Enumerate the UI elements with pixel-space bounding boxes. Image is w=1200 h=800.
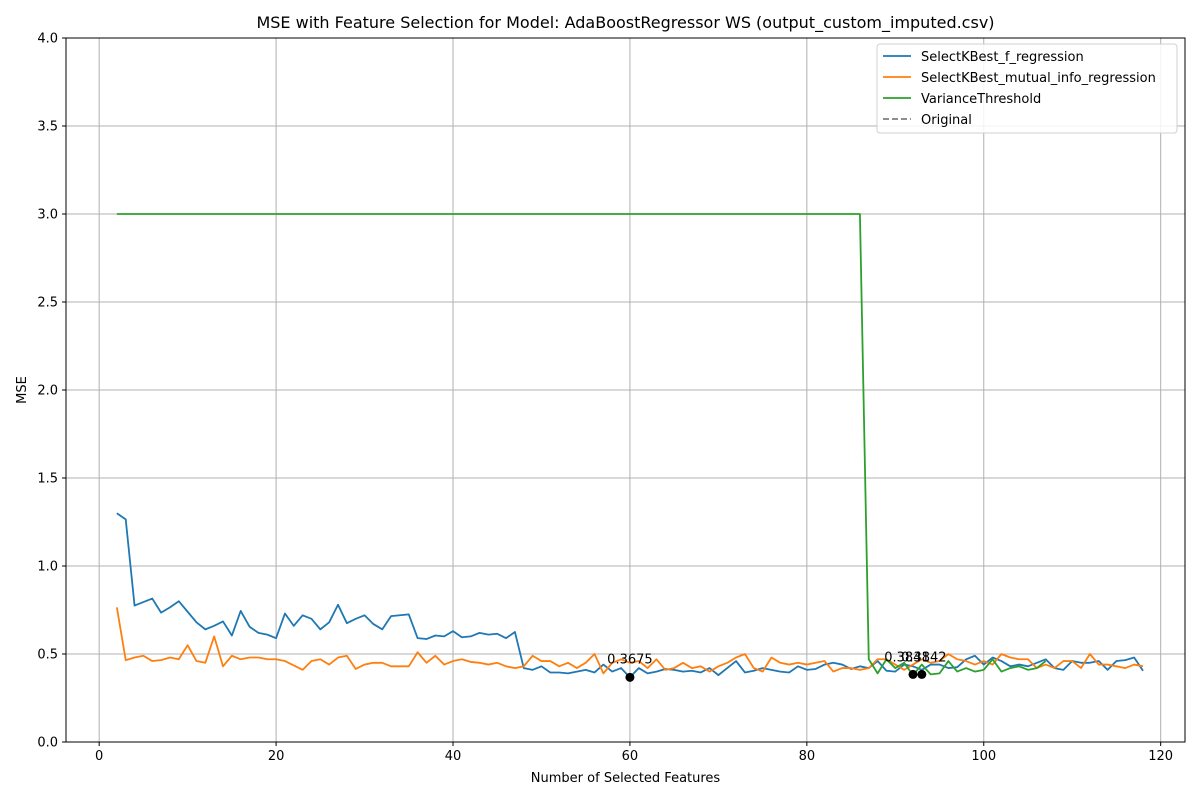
axis-ticks: 0 20 40 60 80 100 120 0.0 0.5 1.0 1.5 2.0 2.5 3.0 3.5 4… xyxy=(37,32,1173,765)
x-tick-label: 80 xyxy=(799,749,816,764)
y-tick-label: 1.5 xyxy=(37,472,58,487)
min-point-label: 0.3841 xyxy=(884,650,930,665)
x-tick-label: 20 xyxy=(268,749,285,764)
legend-label: SelectKBest_f_regression xyxy=(921,50,1084,65)
y-tick-label: 0.5 xyxy=(37,648,58,663)
x-tick-label: 0 xyxy=(95,749,103,764)
legend-box xyxy=(876,43,1178,134)
y-tick-label: 1.0 xyxy=(37,560,58,575)
y-tick-label: 2.0 xyxy=(37,384,58,399)
y-tick-label: 2.5 xyxy=(37,296,58,311)
series-line-variancethreshold xyxy=(116,213,1047,677)
y-tick-label: 3.0 xyxy=(37,208,58,223)
x-axis-label: Number of Selected Features xyxy=(531,771,721,786)
x-tick-label: 60 xyxy=(622,749,639,764)
legend-label: VarianceThreshold xyxy=(921,92,1041,107)
legend-label: Original xyxy=(921,113,972,128)
chart-title: MSE with Feature Selection for Model: Ad… xyxy=(256,13,994,33)
min-point-marker xyxy=(917,669,927,679)
series-line-selectkbest-mutual-info-regression xyxy=(115,607,1144,675)
legend: SelectKBest_f_regression SelectKBest_mutu… xyxy=(876,43,1178,134)
x-tick-label: 100 xyxy=(971,749,996,764)
y-tick-label: 3.5 xyxy=(37,120,58,135)
legend-label: SelectKBest_mutual_info_regression xyxy=(921,71,1156,86)
min-point-label: 0.3675 xyxy=(607,652,653,667)
min-point-label: 0.3842 xyxy=(901,650,947,665)
min-point-marker xyxy=(908,669,918,679)
y-tick-label: 0.0 xyxy=(37,736,58,751)
min-point-marker xyxy=(625,672,635,682)
y-axis-label: MSE xyxy=(15,376,30,404)
y-tick-label: 4.0 xyxy=(37,32,58,47)
x-tick-label: 120 xyxy=(1148,749,1173,764)
x-tick-label: 40 xyxy=(445,749,462,764)
